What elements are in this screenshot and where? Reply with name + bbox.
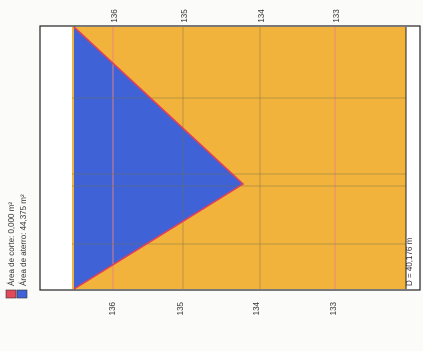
aterro-swatch [16,289,28,299]
grid-lines [72,27,406,289]
legend-corte-label: Área de corte: 0,000 m² [7,202,16,286]
top-label-133: 133 [332,9,341,23]
bottom-label-134: 134 [252,301,261,315]
right-margin-strip [406,27,419,289]
terrain-outline [73,26,245,290]
top-label-134: 134 [257,9,266,23]
bottom-label-135: 135 [176,301,185,315]
corte-swatch [5,289,17,299]
bottom-label-136: 136 [108,301,117,315]
bottom-label-133: 133 [329,301,338,315]
legend-aterro-label: Área de aterro: 44,375 m² [19,194,28,286]
top-label-136: 136 [110,9,119,23]
distance-label: D = 40,176 m [405,237,414,286]
top-label-135: 135 [180,9,189,23]
fill-region-area [74,27,243,289]
